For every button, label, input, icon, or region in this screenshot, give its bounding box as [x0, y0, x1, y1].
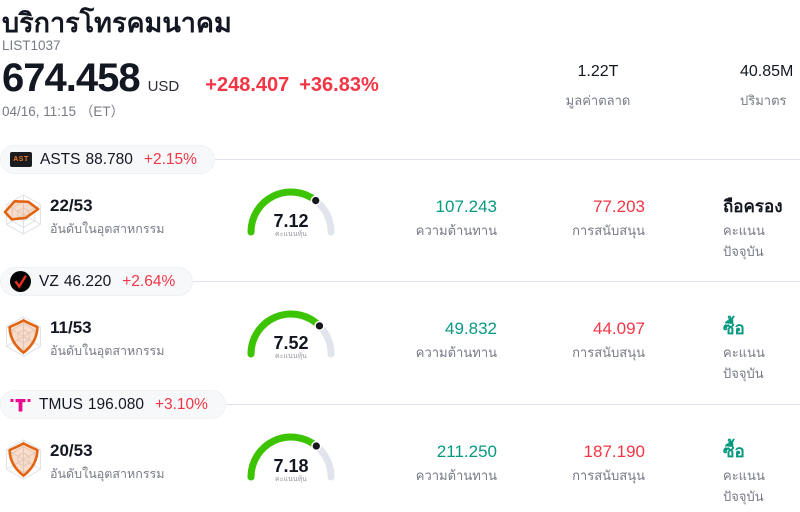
resistance-column: 211.250 ความต้านทาน: [416, 442, 497, 486]
row-header: TMUS 196.080 +3.10%: [0, 390, 800, 419]
stock-row-asts: AST ASTS 88.780 +2.15% 22/53 อันดับในอุต…: [0, 145, 800, 267]
ticker-pill-tmus[interactable]: TMUS 196.080 +3.10%: [0, 390, 226, 419]
price-change: +248.407 +36.83%: [205, 74, 379, 97]
signal-label: คะแนนปัจจุบัน: [723, 468, 765, 504]
industry-rank: 22/53 อันดับในอุตสาหกรรม: [50, 196, 165, 239]
ticker-price: 88.780: [85, 150, 133, 168]
asts-logo-text: AST: [13, 156, 29, 163]
ticker-symbol-price: ASTS 88.780: [40, 151, 133, 169]
signal-value: ซื้อ: [723, 442, 745, 461]
rank-value: 11/53: [50, 318, 92, 337]
change-percent: +36.83%: [299, 74, 379, 96]
ticker-symbol: VZ: [39, 272, 59, 290]
stock-row-vz: VZ 46.220 +2.64% 11/53 อันดับในอุตสาหกรร…: [0, 267, 800, 389]
support-value: 44.097: [593, 319, 645, 338]
row-header: AST ASTS 88.780 +2.15%: [0, 145, 800, 174]
ticker-pill-asts[interactable]: AST ASTS 88.780 +2.15%: [0, 145, 215, 174]
ticker-change: +2.15%: [143, 150, 197, 168]
resistance-label: ความต้านทาน: [415, 345, 497, 360]
ticker-price: 46.220: [63, 272, 112, 290]
industry-rank: 11/53 อันดับในอุตสาหกรรม: [50, 318, 165, 361]
ticker-pill-vz[interactable]: VZ 46.220 +2.64%: [0, 267, 194, 296]
resistance-label: ความต้านทาน: [415, 468, 497, 483]
resistance-value: 211.250: [436, 442, 497, 461]
rank-label: อันดับในอุตสาหกรรม: [50, 222, 165, 236]
gauge-label: คะแนนหุ้น: [275, 475, 307, 483]
signal-column: ซื้อ คะแนนปัจจุบัน: [723, 319, 800, 384]
radar-chart-icon: [6, 439, 41, 480]
stock-score-gauge: 7.12 คะแนนหุ้น: [247, 188, 335, 238]
signal-label: คะแนนปัจจุบัน: [723, 345, 765, 381]
stock-score-gauge: 7.18 คะแนนหุ้น: [247, 433, 335, 483]
sector-price: 674.458: [2, 56, 141, 100]
radar-chart-icon: [6, 316, 41, 357]
resistance-value: 107.243: [435, 197, 497, 216]
ticker-change: +2.64%: [122, 272, 176, 290]
signal-value: ซื้อ: [723, 319, 745, 338]
volume-stat: 40.85M ปริมาตร: [740, 63, 800, 111]
support-column: 77.203 การสนับสนุน: [572, 197, 645, 241]
signal-column: ซื้อ คะแนนปัจจุบัน: [723, 442, 800, 507]
gauge-value: 7.12: [273, 211, 308, 231]
price-line: 674.458 USD +248.407 +36.83%: [2, 58, 379, 98]
divider-line: [214, 159, 800, 160]
gauge-value: 7.52: [273, 333, 308, 353]
divider-line: [193, 281, 800, 282]
ticker-symbol: ASTS: [40, 150, 81, 168]
volume-value: 40.85M: [740, 63, 794, 80]
market-cap-label: มูลค่าตลาด: [565, 93, 631, 108]
ticker-price: 196.080: [87, 395, 144, 413]
quote-datetime: 04/16, 11:15 （ET）: [2, 104, 125, 119]
resistance-value: 49.832: [445, 319, 497, 338]
support-label: การสนับสนุน: [572, 223, 645, 238]
resistance-column: 49.832 ความต้านทาน: [416, 319, 497, 363]
signal-value: ถือครอง: [723, 197, 783, 216]
tmobile-logo-icon: [10, 394, 31, 415]
resistance-label: ความต้านทาน: [415, 223, 497, 238]
rank-label: อันดับในอุตสาหกรรม: [50, 344, 165, 358]
support-value: 187.190: [583, 442, 645, 461]
signal-label: คะแนนปัจจุบัน: [723, 223, 765, 259]
resistance-column: 107.243 ความต้านทาน: [416, 197, 497, 241]
signal-column: ถือครอง คะแนนปัจจุบัน: [723, 197, 800, 262]
volume-label: ปริมาตร: [740, 93, 787, 108]
radar-chart-icon: [3, 194, 41, 235]
rank-value: 22/53: [50, 196, 93, 215]
symbol-code: LIST1037: [2, 38, 61, 53]
stock-row-tmus: TMUS 196.080 +3.10% 20/53 อันดับในอุตสาห…: [0, 390, 800, 512]
verizon-logo-icon: [10, 271, 31, 292]
market-cap-value: 1.22T: [577, 63, 619, 80]
divider-line: [225, 404, 800, 405]
rank-value: 20/53: [50, 441, 93, 460]
stock-score-gauge: 7.52 คะแนนหุ้น: [247, 310, 335, 360]
support-column: 44.097 การสนับสนุน: [572, 319, 645, 363]
gauge-label: คะแนนหุ้น: [275, 230, 307, 238]
rank-label: อันดับในอุตสาหกรรม: [50, 467, 165, 481]
ticker-symbol-price: TMUS 196.080: [39, 396, 144, 414]
currency-label: USD: [147, 78, 180, 95]
gauge-value: 7.18: [273, 456, 308, 476]
change-absolute: +248.407: [205, 74, 290, 96]
support-label: การสนับสนุน: [572, 468, 645, 483]
gauge-label: คะแนนหุ้น: [275, 352, 307, 360]
support-label: การสนับสนุน: [572, 345, 645, 360]
row-header: VZ 46.220 +2.64%: [0, 267, 800, 296]
ticker-change: +3.10%: [154, 395, 208, 413]
support-column: 187.190 การสนับสนุน: [572, 442, 645, 486]
asts-logo-icon: AST: [10, 152, 32, 167]
ticker-symbol-price: VZ 46.220: [39, 273, 111, 291]
support-value: 77.203: [593, 197, 645, 216]
industry-rank: 20/53 อันดับในอุตสาหกรรม: [50, 441, 165, 484]
market-cap-stat: 1.22T มูลค่าตลาด: [540, 63, 656, 111]
ticker-symbol: TMUS: [39, 395, 83, 413]
page-title: บริการโทรคมนาคม: [2, 8, 232, 38]
